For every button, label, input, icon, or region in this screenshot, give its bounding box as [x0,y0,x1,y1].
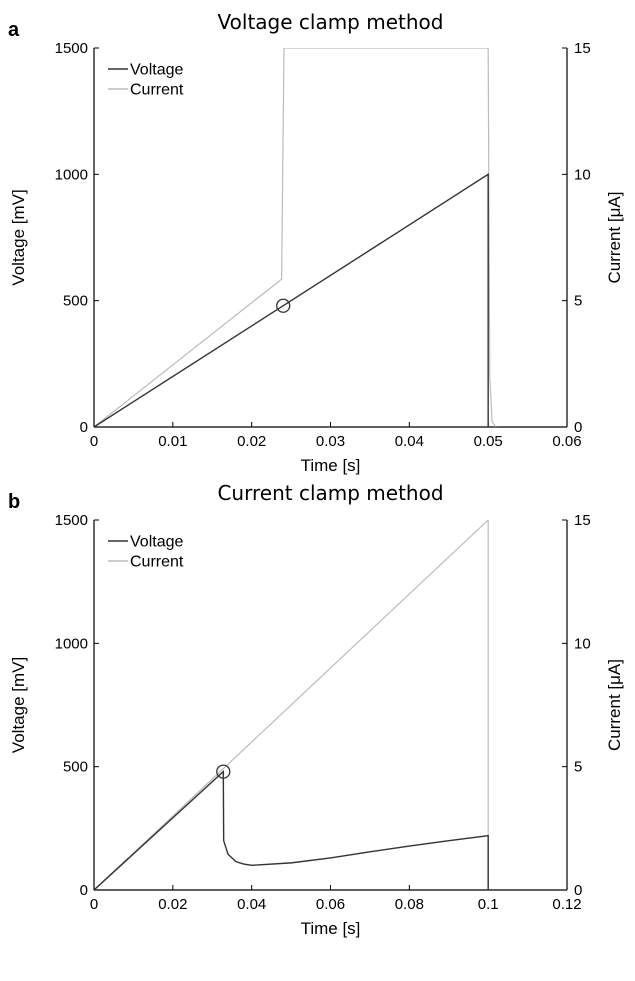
threshold-marker [276,298,291,313]
y-left-tick-label: 1000 [55,635,88,652]
x-tick-label: 0.03 [316,433,345,450]
x-axis-label: Time [s] [301,456,361,475]
x-tick-label: 0.1 [478,896,499,913]
y-left-tick-label: 500 [63,759,88,776]
x-tick-label: 0 [90,896,98,913]
x-tick-label: 0.02 [158,896,187,913]
x-tick-label: 0.04 [237,896,266,913]
y-right-tick-label: 10 [574,166,591,183]
x-tick-label: 0.12 [552,896,581,913]
legend-label-voltage: Voltage [130,534,183,551]
y-axis-right-label: Current [μA] [605,192,624,284]
y-left-tick-label: 1000 [55,166,88,183]
y-left-tick-label: 1500 [55,512,88,529]
y-left-tick-label: 0 [80,419,88,436]
panel-a: a Voltage clamp method 0 0.01 0.02 0.03 0.04 0.… [8,10,624,475]
legend-label-current: Current [130,82,184,99]
x-tick-label: 0 [90,433,98,450]
x-axis-label: Time [s] [301,919,361,938]
y-right-tick-label: 0 [574,882,582,899]
series-line-current [94,520,489,890]
y-right-tick-label: 5 [574,759,582,776]
x-tick-label: 0.06 [552,433,581,450]
series-line-voltage [94,770,489,890]
x-tick-label: 0.08 [395,896,424,913]
y-left-tick-label: 500 [63,293,88,310]
series-line-voltage [94,173,489,427]
series-line-current [94,48,497,427]
y-right-tick-label: 0 [574,419,582,436]
threshold-marker [216,764,231,779]
legend-label-voltage: Voltage [130,62,183,79]
chart-title: Current clamp method [217,481,443,505]
x-tick-label: 0.04 [395,433,424,450]
panel-letter: b [8,491,20,513]
y-left-tick-label: 1500 [55,40,88,57]
y-right-tick-label: 15 [574,40,591,57]
y-axis-left-label: Voltage [mV] [9,657,28,753]
chart-title: Voltage clamp method [218,10,444,34]
y-right-tick-label: 15 [574,512,591,529]
y-left-tick-label: 0 [80,882,88,899]
panel-letter: a [8,19,20,41]
x-tick-label: 0.01 [158,433,187,450]
y-axis-left-label: Voltage [mV] [9,189,28,285]
y-right-tick-label: 5 [574,293,582,310]
panel-b: b Current clamp method 0 0.02 0.04 0.06 0.08 0.… [8,481,624,938]
x-tick-label: 0.06 [316,896,345,913]
legend-label-current: Current [130,554,184,571]
y-right-tick-label: 10 [574,635,591,652]
x-tick-label: 0.02 [237,433,266,450]
y-axis-right-label: Current [μA] [605,659,624,751]
x-tick-label: 0.05 [474,433,503,450]
